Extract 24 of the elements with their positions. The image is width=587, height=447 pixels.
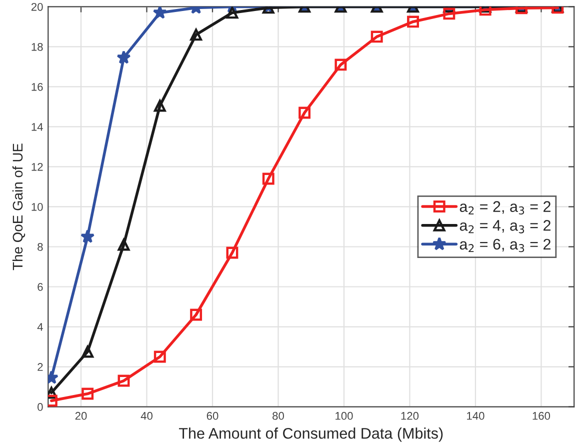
x-tick-label: 140 — [467, 412, 484, 420]
y-tick-label: 12 — [32, 163, 43, 171]
x-axis-title: The Amount of Consumed Data (Mbits) — [178, 428, 443, 442]
x-tick-label: 100 — [336, 412, 353, 420]
y-tick-label: 8 — [38, 243, 43, 251]
y-axis-title: The QoE Gain of UE — [12, 144, 26, 270]
y-tick-label: 10 — [32, 203, 43, 211]
y-tick-label: 0 — [38, 403, 43, 411]
y-tick-label: 4 — [37, 323, 43, 331]
y-tick-label: 18 — [32, 42, 43, 51]
legend-label: a$_{2}$ = 4, a$_{3}$ = 2 — [460, 220, 550, 234]
x-tick-label: 20 — [75, 412, 87, 420]
legend-label: a$_{2}$ = 6, a$_{3}$ = 2 — [460, 238, 550, 252]
x-tick-label: 120 — [401, 412, 419, 420]
x-tick-label: 80 — [272, 412, 284, 420]
y-tick-label: 20 — [31, 2, 43, 11]
x-tick-label: 160 — [532, 412, 550, 420]
y-tick-label: 14 — [32, 123, 43, 131]
legend-label: a$_{2}$ = 2, a$_{3}$ = 2 — [460, 201, 550, 214]
y-tick-label: 2 — [38, 363, 43, 371]
x-tick-label: 60 — [206, 412, 218, 420]
y-tick-label: 16 — [32, 82, 43, 91]
y-tick-label: 6 — [38, 283, 43, 291]
x-tick-label: 40 — [140, 412, 152, 420]
